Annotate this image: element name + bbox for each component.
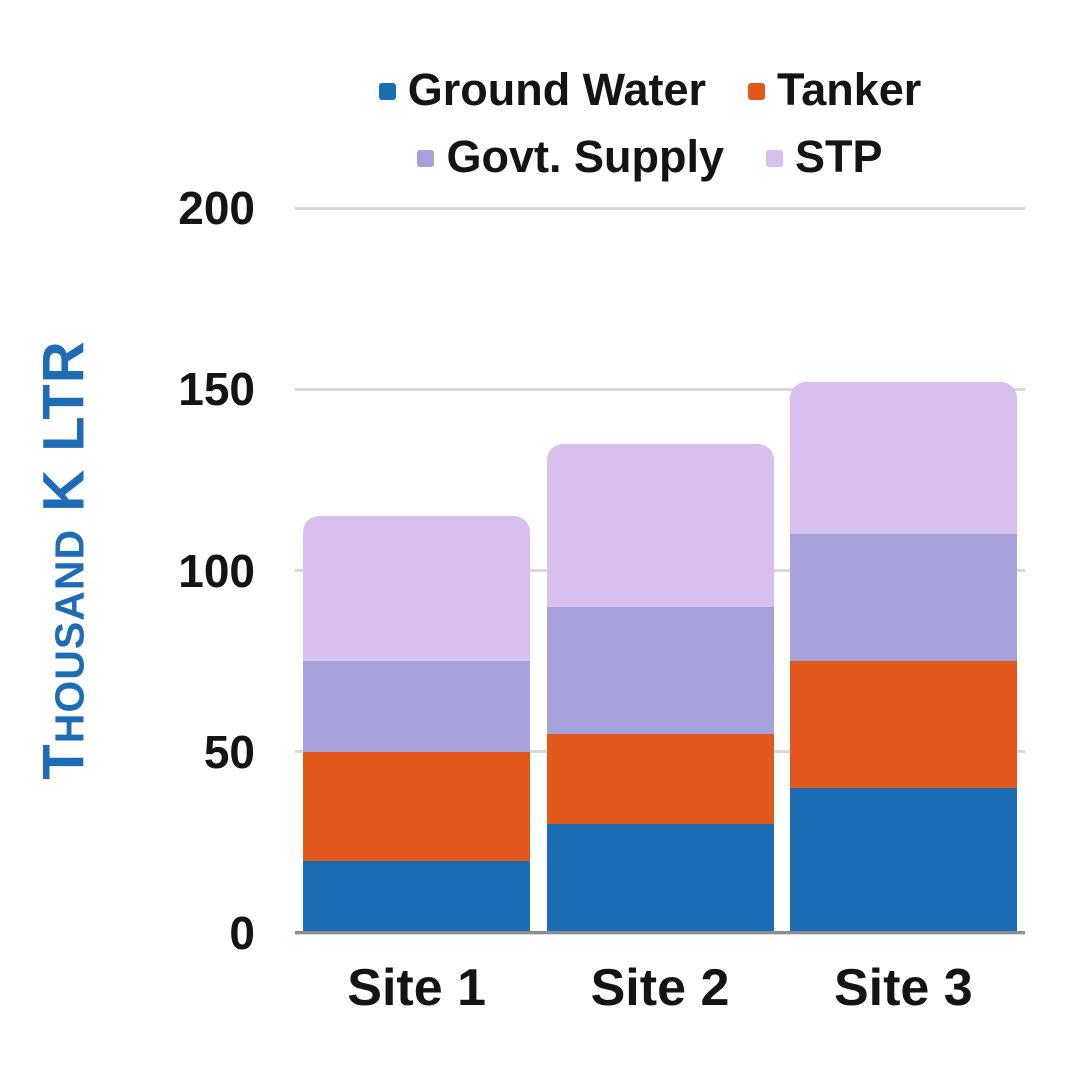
legend-item-ground-water[interactable]: Ground Water xyxy=(378,63,707,116)
bar-site-1-govt-supply[interactable] xyxy=(303,661,531,752)
plot-area xyxy=(295,206,1025,935)
legend-label-tanker: Tanker xyxy=(777,63,922,115)
legend: Ground Water Tanker Govt. Supply STP xyxy=(220,56,1080,190)
x-axis-line xyxy=(295,931,1025,934)
ground-water-swatch-icon xyxy=(378,82,396,100)
stp-swatch-icon xyxy=(765,149,783,167)
bar-site-1-ground-water[interactable] xyxy=(303,860,531,933)
y-tick-200: 200 xyxy=(178,182,255,234)
bar-site-3-stp[interactable] xyxy=(789,382,1017,535)
x-label-site-2: Site 2 xyxy=(590,959,730,1017)
legend-label-ground-water: Ground Water xyxy=(407,63,707,115)
legend-row-2: Govt. Supply STP xyxy=(220,123,1080,190)
bar-site-3-tanker[interactable] xyxy=(789,661,1017,788)
bar-site-2-stp[interactable] xyxy=(546,443,774,607)
bar-site-2-ground-water[interactable] xyxy=(546,824,774,933)
y-tick-150: 150 xyxy=(178,363,255,416)
x-label-site-1: Site 1 xyxy=(347,959,487,1017)
legend-label-stp: STP xyxy=(794,130,883,182)
legend-item-govt-supply[interactable]: Govt. Supply xyxy=(417,131,724,183)
legend-label-govt-supply: Govt. Supply xyxy=(446,130,724,182)
y-tick-0: 0 xyxy=(229,907,255,959)
x-label-site-3: Site 3 xyxy=(833,959,973,1017)
y-tick-100: 100 xyxy=(178,544,255,597)
bar-site-1-tanker[interactable] xyxy=(303,751,531,861)
govt-supply-swatch-icon xyxy=(417,149,435,167)
legend-item-stp[interactable]: STP xyxy=(765,130,883,183)
gridline-200 xyxy=(295,206,1025,210)
bar-site-1-stp[interactable] xyxy=(303,516,531,662)
bar-site-3-ground-water[interactable] xyxy=(789,788,1017,933)
gridline-150 xyxy=(295,387,1025,391)
y-tick-50: 50 xyxy=(203,725,255,778)
legend-row-1: Ground Water Tanker xyxy=(220,56,1080,123)
bar-site-2-govt-supply[interactable] xyxy=(546,606,774,734)
bar-site-3-govt-supply[interactable] xyxy=(789,534,1017,662)
legend-item-tanker[interactable]: Tanker xyxy=(748,64,921,116)
bar-site-2-tanker[interactable] xyxy=(546,733,774,825)
tanker-swatch-icon xyxy=(748,82,766,100)
